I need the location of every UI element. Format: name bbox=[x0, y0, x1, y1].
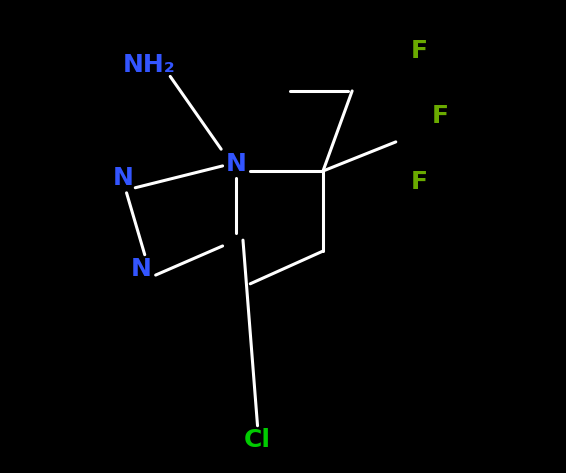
Text: F: F bbox=[410, 170, 427, 194]
Text: NH₂: NH₂ bbox=[123, 53, 175, 78]
Text: N: N bbox=[113, 166, 134, 190]
Text: Cl: Cl bbox=[244, 428, 271, 452]
Text: F: F bbox=[432, 105, 449, 129]
Text: F: F bbox=[410, 39, 427, 63]
Text: N: N bbox=[131, 257, 152, 281]
Text: N: N bbox=[225, 152, 246, 176]
